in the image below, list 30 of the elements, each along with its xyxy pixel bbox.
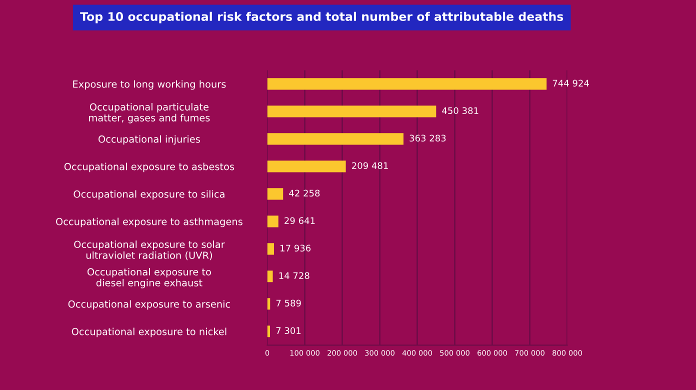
data-label: 17 936 xyxy=(280,244,311,252)
data-label: 29 641 xyxy=(284,217,315,224)
data-label: 14 728 xyxy=(279,272,310,280)
data-label: 363 283 xyxy=(410,134,446,142)
data-label: 450 381 xyxy=(442,107,478,114)
bar xyxy=(267,188,284,200)
y-tick-label: Occupational exposure to silica xyxy=(74,190,224,200)
y-tick-label: Occupational exposure to asbestos xyxy=(64,162,234,172)
bar xyxy=(267,216,278,228)
bar xyxy=(267,133,404,145)
y-tick-label: Occupational particulate matter, gases and fumes xyxy=(89,103,210,124)
data-label: 7 301 xyxy=(276,327,301,334)
data-label: 744 924 xyxy=(552,80,589,87)
y-tick-label: Occupational exposure to arsenic xyxy=(68,300,230,310)
y-tick-label: Occupational exposure to asthmagens xyxy=(56,218,242,228)
y-tick-label: Occupational injuries xyxy=(98,135,200,145)
data-label: 209 481 xyxy=(352,162,388,170)
bar xyxy=(267,78,547,90)
chart-title: Top 10 occupational risk factors and total number of attributable deaths xyxy=(80,12,564,24)
bar xyxy=(267,326,270,338)
bar xyxy=(267,160,346,172)
data-label: 7 589 xyxy=(276,300,301,307)
y-tick-label: Occupational exposure to nickel xyxy=(72,328,226,338)
bar xyxy=(267,243,274,255)
y-tick-label: Exposure to long working hours xyxy=(73,80,226,90)
bar xyxy=(267,270,273,282)
y-tick-label: Occupational exposure to solar ultraviolet radiation (UVR) xyxy=(74,240,225,260)
bar xyxy=(267,106,436,118)
y-tick-label: Occupational exposure to diesel engine exhaust xyxy=(87,268,211,288)
data-label: 42 258 xyxy=(289,190,320,197)
